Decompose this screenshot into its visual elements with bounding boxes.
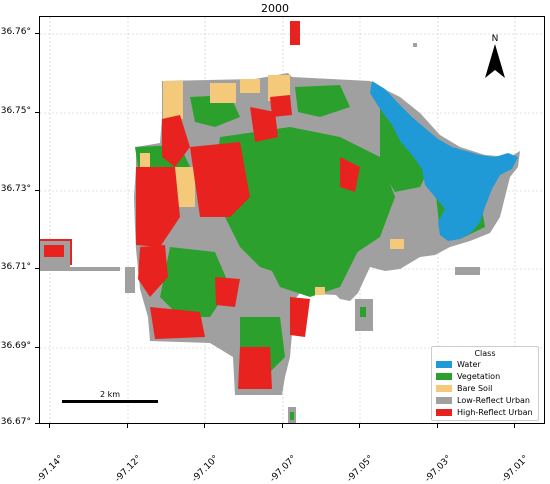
x-tick-label: -97.01° — [500, 453, 531, 484]
x-tick — [204, 424, 205, 428]
x-tick — [359, 424, 360, 428]
y-tick-label: 36.75° — [0, 106, 31, 116]
north-label: N — [491, 34, 499, 44]
scale-bar: 2 km — [62, 390, 158, 403]
water-body-reservoir — [370, 81, 518, 241]
legend-swatch-low-reflect-urban — [436, 396, 452, 404]
scale-bar-line — [62, 400, 158, 403]
x-tick — [127, 424, 128, 428]
outlying-fragments — [40, 43, 480, 423]
y-tick — [35, 347, 39, 348]
legend-label: High-Reflect Urban — [457, 407, 533, 417]
y-tick — [35, 423, 39, 424]
y-tick-label: 36.67° — [0, 417, 31, 427]
legend-swatch-water — [436, 360, 452, 368]
legend: Class Water Vegetation Bare Soil Low-Ref… — [431, 346, 539, 421]
north-arrow-icon — [485, 44, 505, 78]
y-tick-label: 36.76° — [0, 27, 31, 37]
y-tick — [35, 268, 39, 269]
classified-land-cover-map — [40, 17, 544, 423]
x-tick-label: -97.12° — [113, 453, 144, 484]
legend-item: Bare Soil — [432, 382, 538, 394]
y-tick — [35, 33, 39, 34]
y-tick — [35, 112, 39, 113]
north-arrow: N — [485, 34, 505, 82]
y-tick-label: 36.73° — [0, 184, 31, 194]
legend-title: Class — [474, 349, 496, 358]
x-tick-label: -97.10° — [190, 453, 221, 484]
legend-item: High-Reflect Urban — [432, 406, 538, 418]
legend-label: Bare Soil — [457, 383, 493, 393]
legend-swatch-high-reflect-urban — [436, 408, 452, 416]
legend-label: Low-Reflect Urban — [457, 395, 530, 405]
y-tick-label: 36.71° — [0, 262, 31, 272]
legend-label: Vegetation — [457, 371, 501, 381]
scale-bar-label: 2 km — [99, 390, 121, 399]
legend-item: Water — [432, 358, 538, 370]
legend-label: Water — [457, 359, 481, 369]
legend-item: Vegetation — [432, 370, 538, 382]
legend-swatch-bare-soil — [436, 384, 452, 392]
x-tick — [282, 424, 283, 428]
x-tick — [437, 424, 438, 428]
y-tick — [35, 190, 39, 191]
map-title: 2000 — [261, 2, 289, 15]
x-tick-label: -97.14° — [35, 453, 66, 484]
y-tick-label: 36.69° — [0, 341, 31, 351]
x-tick-label: -97.03° — [423, 453, 454, 484]
x-tick — [49, 424, 50, 428]
bare-soil-areas — [140, 21, 404, 295]
map-area — [39, 16, 545, 424]
x-tick-label: -97.07° — [268, 453, 299, 484]
x-tick — [514, 424, 515, 428]
legend-swatch-vegetation — [436, 372, 452, 380]
x-tick-label: -97.05° — [345, 453, 376, 484]
legend-item: Low-Reflect Urban — [432, 394, 538, 406]
